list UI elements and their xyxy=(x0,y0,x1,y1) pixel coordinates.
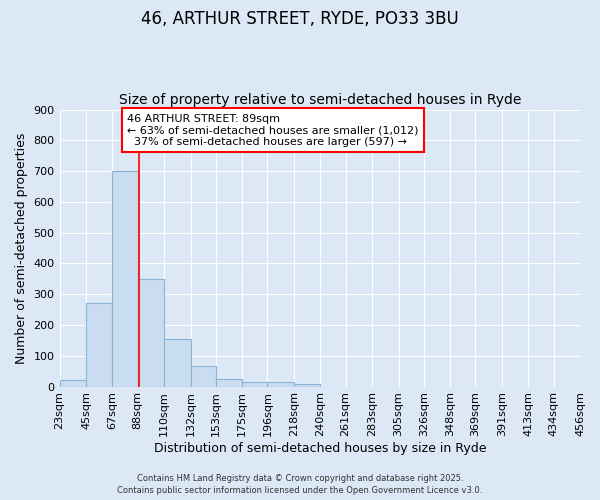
Bar xyxy=(216,379,242,386)
Text: 46, ARTHUR STREET, RYDE, PO33 3BU: 46, ARTHUR STREET, RYDE, PO33 3BU xyxy=(141,10,459,28)
X-axis label: Distribution of semi-detached houses by size in Ryde: Distribution of semi-detached houses by … xyxy=(154,442,486,455)
Bar xyxy=(112,171,137,386)
Title: Size of property relative to semi-detached houses in Ryde: Size of property relative to semi-detach… xyxy=(119,93,521,107)
Bar xyxy=(59,380,86,386)
Bar xyxy=(191,366,216,386)
Text: 46 ARTHUR STREET: 89sqm
← 63% of semi-detached houses are smaller (1,012)
  37% : 46 ARTHUR STREET: 89sqm ← 63% of semi-de… xyxy=(127,114,419,147)
Bar xyxy=(242,382,268,386)
Bar xyxy=(294,384,320,386)
Y-axis label: Number of semi-detached properties: Number of semi-detached properties xyxy=(15,132,28,364)
Bar xyxy=(268,382,294,386)
Bar xyxy=(137,279,164,386)
Bar xyxy=(86,304,112,386)
Text: Contains HM Land Registry data © Crown copyright and database right 2025.
Contai: Contains HM Land Registry data © Crown c… xyxy=(118,474,482,495)
Bar xyxy=(164,339,191,386)
